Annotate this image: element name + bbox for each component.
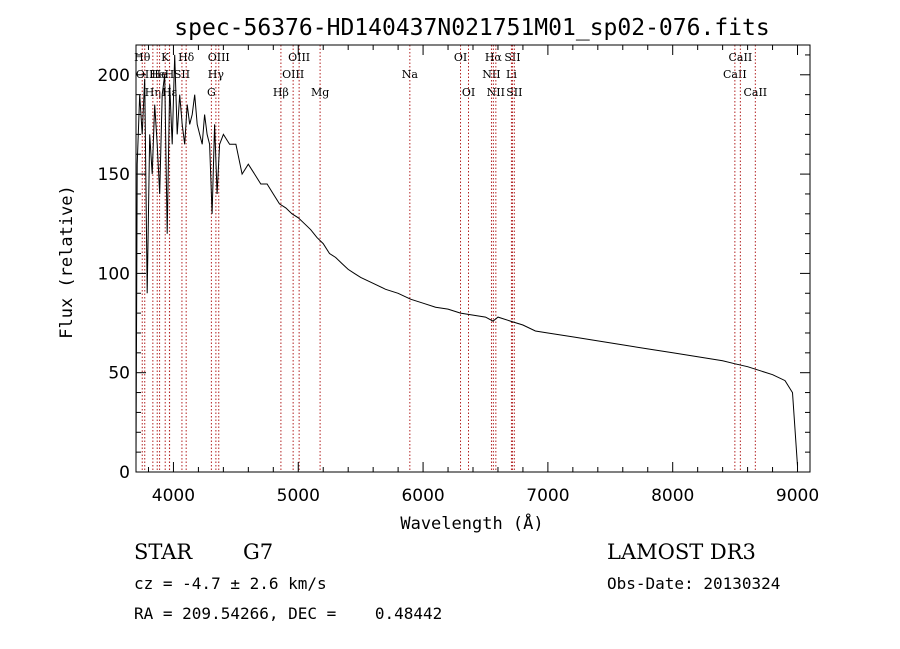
x-tick-label: 8000 [651,486,694,506]
line-marker-label: G [207,86,216,99]
line-marker-label: OIII [288,51,310,64]
y-axis-ticks: 0 50 100 150 200 [98,54,810,483]
line-marker-label: NII [487,86,505,99]
line-marker-label: K [161,51,170,64]
line-marker-label: Na [402,68,419,81]
line-marker-label: OIII [282,68,304,81]
x-tick-label: 7000 [526,486,569,506]
line-marker-label: Hδ [178,51,195,64]
line-marker-label: OI [462,86,475,99]
plot-frame [135,44,811,473]
line-marker-label: Mg [311,86,329,99]
x-tick-label: 4000 [152,486,195,506]
line-marker-label: Hγ [208,68,225,81]
y-tick-label: 0 [119,463,130,483]
line-marker-label: Hη [145,86,161,99]
line-marker-label: OIII [208,51,230,64]
x-axis-ticks: 4000 5000 6000 7000 8000 9000 [147,45,819,506]
line-markers: HθOIIHηHeHeKHHεSIIHδGHγOIIIHβOIIIOIIIMgN… [134,45,767,472]
line-marker-label: CaII [729,51,753,64]
y-tick-label: 150 [98,165,130,185]
spectrum-line [135,54,798,467]
line-marker-label: CaII [743,86,767,99]
line-marker-label: SII [504,51,520,64]
line-marker-label: He [152,68,168,81]
line-marker-label: OI [454,51,467,64]
line-marker-label: Hα [485,51,503,64]
line-marker-label: Hθ [134,51,151,64]
line-marker-label: Li [506,68,517,81]
y-tick-label: 100 [98,264,130,284]
ra-dec: RA = 209.54266, DEC = 0.48442 [134,604,443,623]
x-tick-label: 6000 [401,486,444,506]
object-subclass: G7 [243,540,274,564]
object-class: STAR [134,540,193,564]
x-tick-label: 5000 [277,486,320,506]
chart-title: spec-56376-HD140437N021751M01_sp02-076.f… [174,15,769,41]
line-marker-label: SII [174,68,190,81]
line-marker-label: He [149,68,165,81]
survey-name: LAMOST DR3 [607,540,756,564]
x-tick-label: 9000 [776,486,819,506]
line-marker-label: Hβ [273,86,289,99]
line-marker-label: CaII [723,68,747,81]
y-tick-label: 50 [108,364,130,384]
y-axis-label: Flux (relative) [57,185,77,339]
y-tick-label: 200 [98,66,130,86]
line-marker-label: SII [506,86,522,99]
obs-date: Obs-Date: 20130324 [607,574,781,593]
redshift-cz: cz = -4.7 ± 2.6 km/s [134,574,327,593]
x-axis-label: Wavelength (Å) [400,512,543,534]
line-marker-label: NII [482,68,500,81]
